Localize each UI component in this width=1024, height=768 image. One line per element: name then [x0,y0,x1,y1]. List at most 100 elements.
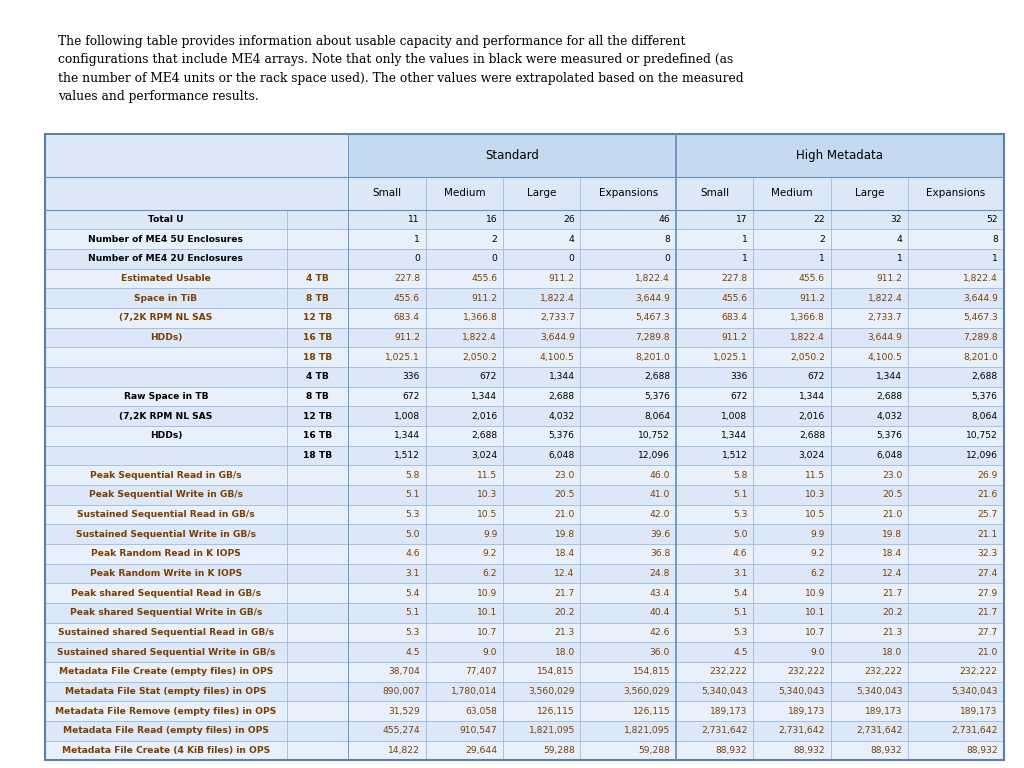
Bar [676,386,754,406]
Text: 4: 4 [569,234,574,243]
Bar [581,426,676,445]
Bar [426,367,503,386]
Bar [503,505,581,525]
Bar [348,662,426,682]
Text: 27.4: 27.4 [977,569,997,578]
Text: 10.3: 10.3 [477,490,498,499]
Bar [503,386,581,406]
Bar [426,525,503,544]
Text: Metadata File Remove (empty files) in OPS: Metadata File Remove (empty files) in OP… [55,707,276,716]
Bar [908,406,1004,426]
Text: 911.2: 911.2 [799,293,825,303]
Bar [503,603,581,623]
Bar [908,721,1004,740]
Bar [830,564,908,583]
Bar [676,249,754,269]
Text: Expansions: Expansions [599,188,657,198]
Text: 1: 1 [414,234,420,243]
Text: 4,100.5: 4,100.5 [867,353,902,362]
Bar [754,721,830,740]
Bar [908,210,1004,229]
Bar [908,249,1004,269]
Text: 5.3: 5.3 [406,628,420,637]
Text: 11.5: 11.5 [805,471,825,479]
Bar [581,229,676,249]
Bar [830,662,908,682]
Text: Number of ME4 5U Enclosures: Number of ME4 5U Enclosures [88,234,244,243]
Bar [287,603,348,623]
Text: Metadata File Create (empty files) in OPS: Metadata File Create (empty files) in OP… [58,667,273,677]
Bar [45,347,287,367]
Bar [581,210,676,229]
Bar [45,229,287,249]
Bar [908,177,1004,210]
Bar [676,603,754,623]
Text: 36.8: 36.8 [650,549,670,558]
Text: 1,025.1: 1,025.1 [385,353,420,362]
Bar [287,426,348,445]
Text: 455.6: 455.6 [722,293,748,303]
Text: 5,467.3: 5,467.3 [963,313,997,323]
Text: 232,222: 232,222 [787,667,825,677]
Text: 2,016: 2,016 [799,412,825,421]
Bar [45,386,287,406]
Text: 1,344: 1,344 [877,372,902,381]
Text: 672: 672 [730,392,748,401]
Text: 911.2: 911.2 [549,274,574,283]
Text: 4: 4 [896,234,902,243]
Bar [45,740,287,760]
Text: 21.6: 21.6 [977,490,997,499]
Bar [426,740,503,760]
Text: 1,822.4: 1,822.4 [791,333,825,342]
Bar [676,465,754,485]
Bar [581,308,676,327]
Bar [287,406,348,426]
Text: 18 TB: 18 TB [303,451,332,460]
Text: 39.6: 39.6 [650,530,670,538]
Text: 4.5: 4.5 [733,647,748,657]
Text: 27.9: 27.9 [978,588,997,598]
Bar [754,544,830,564]
Text: 2: 2 [819,234,825,243]
Text: 672: 672 [808,372,825,381]
Bar [348,603,426,623]
Text: 2,731,642: 2,731,642 [951,727,997,735]
Bar [426,308,503,327]
Text: 24.8: 24.8 [650,569,670,578]
Text: (7,2K RPM NL SAS: (7,2K RPM NL SAS [120,313,213,323]
Bar [503,485,581,505]
Bar [676,662,754,682]
Text: 18.0: 18.0 [554,647,574,657]
Bar [45,603,287,623]
Bar [348,583,426,603]
Text: 1,025.1: 1,025.1 [713,353,748,362]
Text: 5,340,043: 5,340,043 [778,687,825,696]
Bar [754,249,830,269]
Text: 3.1: 3.1 [406,569,420,578]
Bar [45,367,287,386]
Text: 2: 2 [492,234,498,243]
Bar [676,623,754,642]
Text: 10.5: 10.5 [805,510,825,519]
Text: 911.2: 911.2 [877,274,902,283]
Bar [287,210,348,229]
Bar [908,269,1004,288]
Text: 6,048: 6,048 [549,451,574,460]
Bar [45,721,287,740]
Text: 3.1: 3.1 [733,569,748,578]
Text: The following table provides information about usable capacity and performance f: The following table provides information… [58,35,744,103]
Bar [676,544,754,564]
Text: 4.6: 4.6 [406,549,420,558]
Text: 23.0: 23.0 [882,471,902,479]
Bar [348,367,426,386]
Text: 455.6: 455.6 [394,293,420,303]
Text: 154,815: 154,815 [538,667,574,677]
Bar [45,445,287,465]
Bar [503,445,581,465]
Text: 0: 0 [665,254,670,263]
Bar [348,210,426,229]
Text: 232,222: 232,222 [864,667,902,677]
Bar [754,288,830,308]
Text: High Metadata: High Metadata [797,149,884,162]
Bar [830,682,908,701]
